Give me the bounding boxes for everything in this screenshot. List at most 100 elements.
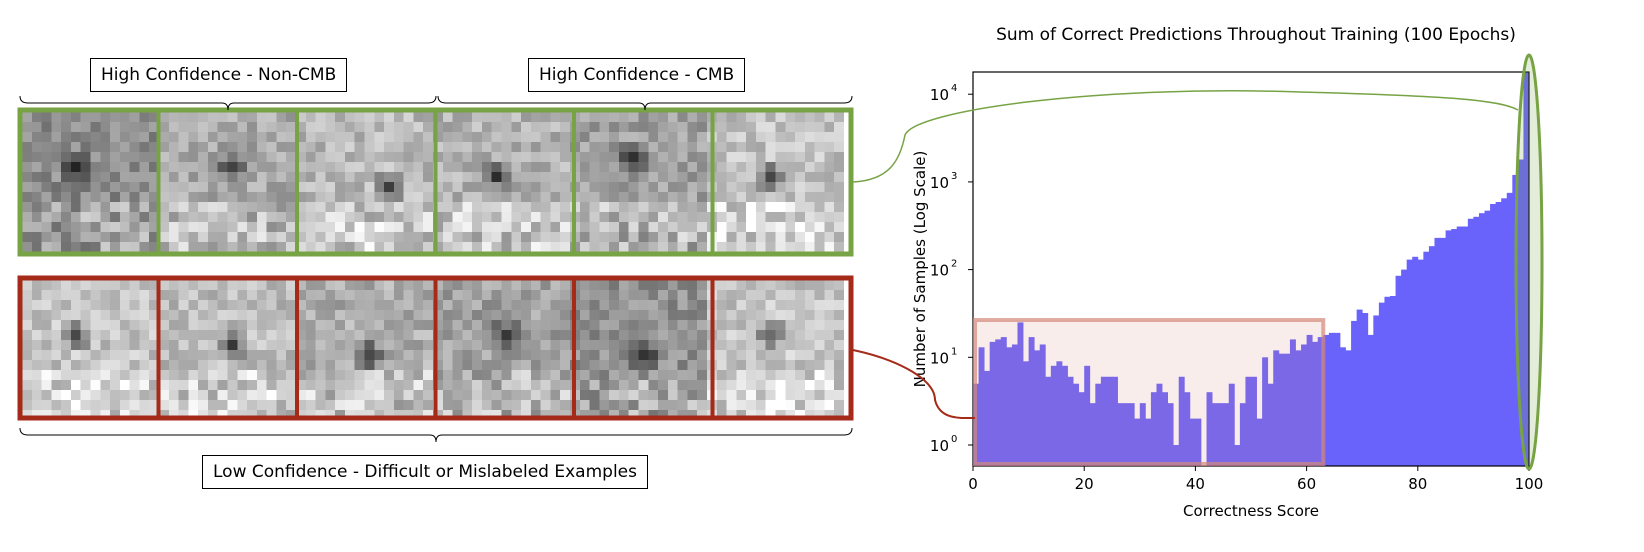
histogram-bar xyxy=(1039,344,1046,466)
histogram-bar xyxy=(1362,312,1369,466)
histogram-bar xyxy=(1223,403,1230,466)
histogram-bar xyxy=(1256,418,1263,466)
label-high-confidence-cmb: High Confidence - CMB xyxy=(528,58,746,92)
image-patch-high-2 xyxy=(296,112,433,252)
histogram-bar xyxy=(1412,256,1419,466)
low-confidence-region xyxy=(973,318,1326,466)
histogram-bar xyxy=(1145,418,1152,466)
histogram-bar xyxy=(1523,72,1530,466)
y-tick-exponent: 2 xyxy=(951,259,957,270)
histogram-bar xyxy=(1306,334,1313,466)
histogram-bar xyxy=(1312,341,1319,466)
y-tick-exponent: 3 xyxy=(951,171,957,182)
histogram-bar xyxy=(1384,296,1391,466)
image-patch-high-3 xyxy=(433,112,570,252)
y-tick-label: 10 xyxy=(930,437,949,455)
histogram-bar xyxy=(1117,403,1124,466)
histogram-bar xyxy=(1150,392,1157,466)
y-axis-label: Number of Samples (Log Scale) xyxy=(911,151,929,388)
image-patch-high-4 xyxy=(570,112,707,252)
histogram-bar xyxy=(1245,376,1252,466)
histogram-bar xyxy=(1373,315,1380,466)
histogram-bar xyxy=(1050,365,1057,466)
histogram-bar xyxy=(1395,275,1402,466)
histogram-bar xyxy=(1084,365,1091,466)
histogram-bar xyxy=(1462,226,1469,466)
histogram-bar xyxy=(1301,344,1307,466)
histogram-bar xyxy=(1445,230,1452,466)
histogram-bar xyxy=(1501,198,1508,466)
histogram-bar xyxy=(1401,269,1408,466)
histogram-bar xyxy=(989,341,996,466)
histogram-bar xyxy=(1262,357,1269,466)
image-patch-low-3 xyxy=(433,280,570,420)
histogram-bar xyxy=(1417,259,1424,466)
histogram-bar xyxy=(984,370,991,466)
histogram-bar xyxy=(1156,383,1163,466)
high-confidence-region xyxy=(1514,53,1544,471)
histogram-bar xyxy=(1061,365,1068,466)
histogram-bar xyxy=(1440,237,1446,466)
histogram-bar xyxy=(1184,392,1191,466)
histogram-bar xyxy=(1212,403,1219,466)
high-confidence-connector xyxy=(852,90,1519,183)
histogram-bar xyxy=(1067,376,1074,466)
histogram-bar xyxy=(1195,418,1202,466)
histogram-bar xyxy=(1217,403,1224,466)
histogram-bar xyxy=(1178,376,1185,466)
histogram-bar xyxy=(1378,302,1385,466)
histogram-bar xyxy=(1251,376,1257,466)
histogram-bar xyxy=(1390,296,1396,466)
histogram-bar xyxy=(1173,445,1180,466)
y-tick-label: 10 xyxy=(930,349,949,367)
histogram-bar xyxy=(1478,213,1485,466)
histogram-bar xyxy=(1095,383,1102,466)
histogram-bar xyxy=(1406,259,1413,466)
histogram-bar xyxy=(1490,203,1497,466)
histogram-bar xyxy=(1167,403,1174,466)
x-tick-label: 80 xyxy=(1408,475,1427,493)
chart-title: Sum of Correct Predictions Throughout Tr… xyxy=(996,25,1516,45)
histogram-bar xyxy=(1495,201,1502,466)
histogram-bar xyxy=(1134,418,1141,466)
image-patch-low-1 xyxy=(159,280,296,420)
histogram-bar xyxy=(1028,337,1035,466)
histogram-bar xyxy=(1434,237,1441,466)
image-patch-high-1 xyxy=(159,112,296,252)
image-patch-high-0 xyxy=(22,112,159,252)
histogram-bar xyxy=(1317,337,1324,466)
y-tick-label: 10 xyxy=(930,262,949,280)
histogram-bar xyxy=(1189,418,1196,466)
x-tick-label: 20 xyxy=(1075,475,1094,493)
label-high-confidence-non-cmb: High Confidence - Non-CMB xyxy=(90,58,348,92)
histogram-bar xyxy=(1334,332,1341,466)
histogram-bar xyxy=(1056,361,1063,466)
histogram-bar xyxy=(1484,210,1491,466)
x-tick-label: 0 xyxy=(968,475,978,493)
histogram-bar xyxy=(1423,251,1430,466)
histogram-bar xyxy=(1278,353,1285,466)
histogram-bar xyxy=(1078,392,1085,466)
brace-low-confidence xyxy=(19,427,853,443)
histogram-bar xyxy=(1128,403,1135,466)
histogram-bar xyxy=(1473,216,1480,466)
y-tick-exponent: 4 xyxy=(951,83,957,94)
image-patch-high-5 xyxy=(707,112,844,252)
histogram-bar xyxy=(1162,392,1168,466)
histogram-bar xyxy=(1328,332,1335,466)
histogram-bar xyxy=(995,339,1002,466)
histogram-bar xyxy=(1339,347,1346,466)
histogram-bar xyxy=(1273,350,1280,466)
label-low-confidence: Low Confidence - Difficult or Mislabeled… xyxy=(202,455,648,489)
histogram-bar xyxy=(1451,229,1458,466)
histogram-bar xyxy=(1017,322,1024,466)
image-patch-low-4 xyxy=(570,280,707,420)
histogram-bar xyxy=(1367,334,1374,466)
y-tick-label: 10 xyxy=(930,86,949,104)
brace-non-cmb xyxy=(19,95,437,111)
low-confidence-patches xyxy=(22,280,844,420)
image-patch-low-5 xyxy=(707,280,844,420)
histogram-bar xyxy=(1351,320,1358,466)
histogram-bar xyxy=(1356,309,1363,466)
histogram-bar xyxy=(1284,353,1291,466)
